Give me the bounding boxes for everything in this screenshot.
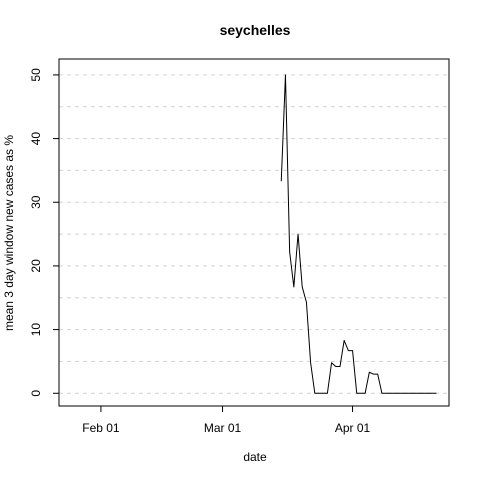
y-tick-label: 0 xyxy=(29,390,43,397)
y-tick-label: 20 xyxy=(29,259,43,273)
y-axis: 0 10 20 30 40 50 xyxy=(29,68,59,397)
x-tick-label: Mar 01 xyxy=(204,421,242,435)
y-tick-label: 30 xyxy=(29,195,43,209)
x-tick-label: Apr 01 xyxy=(335,421,371,435)
grid-lines xyxy=(59,74,449,394)
y-tick-label: 50 xyxy=(29,68,43,82)
x-axis-label: date xyxy=(243,450,267,464)
x-axis: Feb 01 Mar 01 Apr 01 xyxy=(82,406,371,435)
plot-frame xyxy=(58,58,450,407)
chart-title: seychelles xyxy=(220,22,291,38)
series-layer xyxy=(280,74,437,394)
y-tick-label: 40 xyxy=(29,132,43,146)
x-tick-label: Feb 01 xyxy=(82,421,120,435)
y-tick-label: 10 xyxy=(29,323,43,337)
series-line xyxy=(280,74,437,394)
y-axis-label: mean 3 day window new cases as % xyxy=(2,135,16,331)
